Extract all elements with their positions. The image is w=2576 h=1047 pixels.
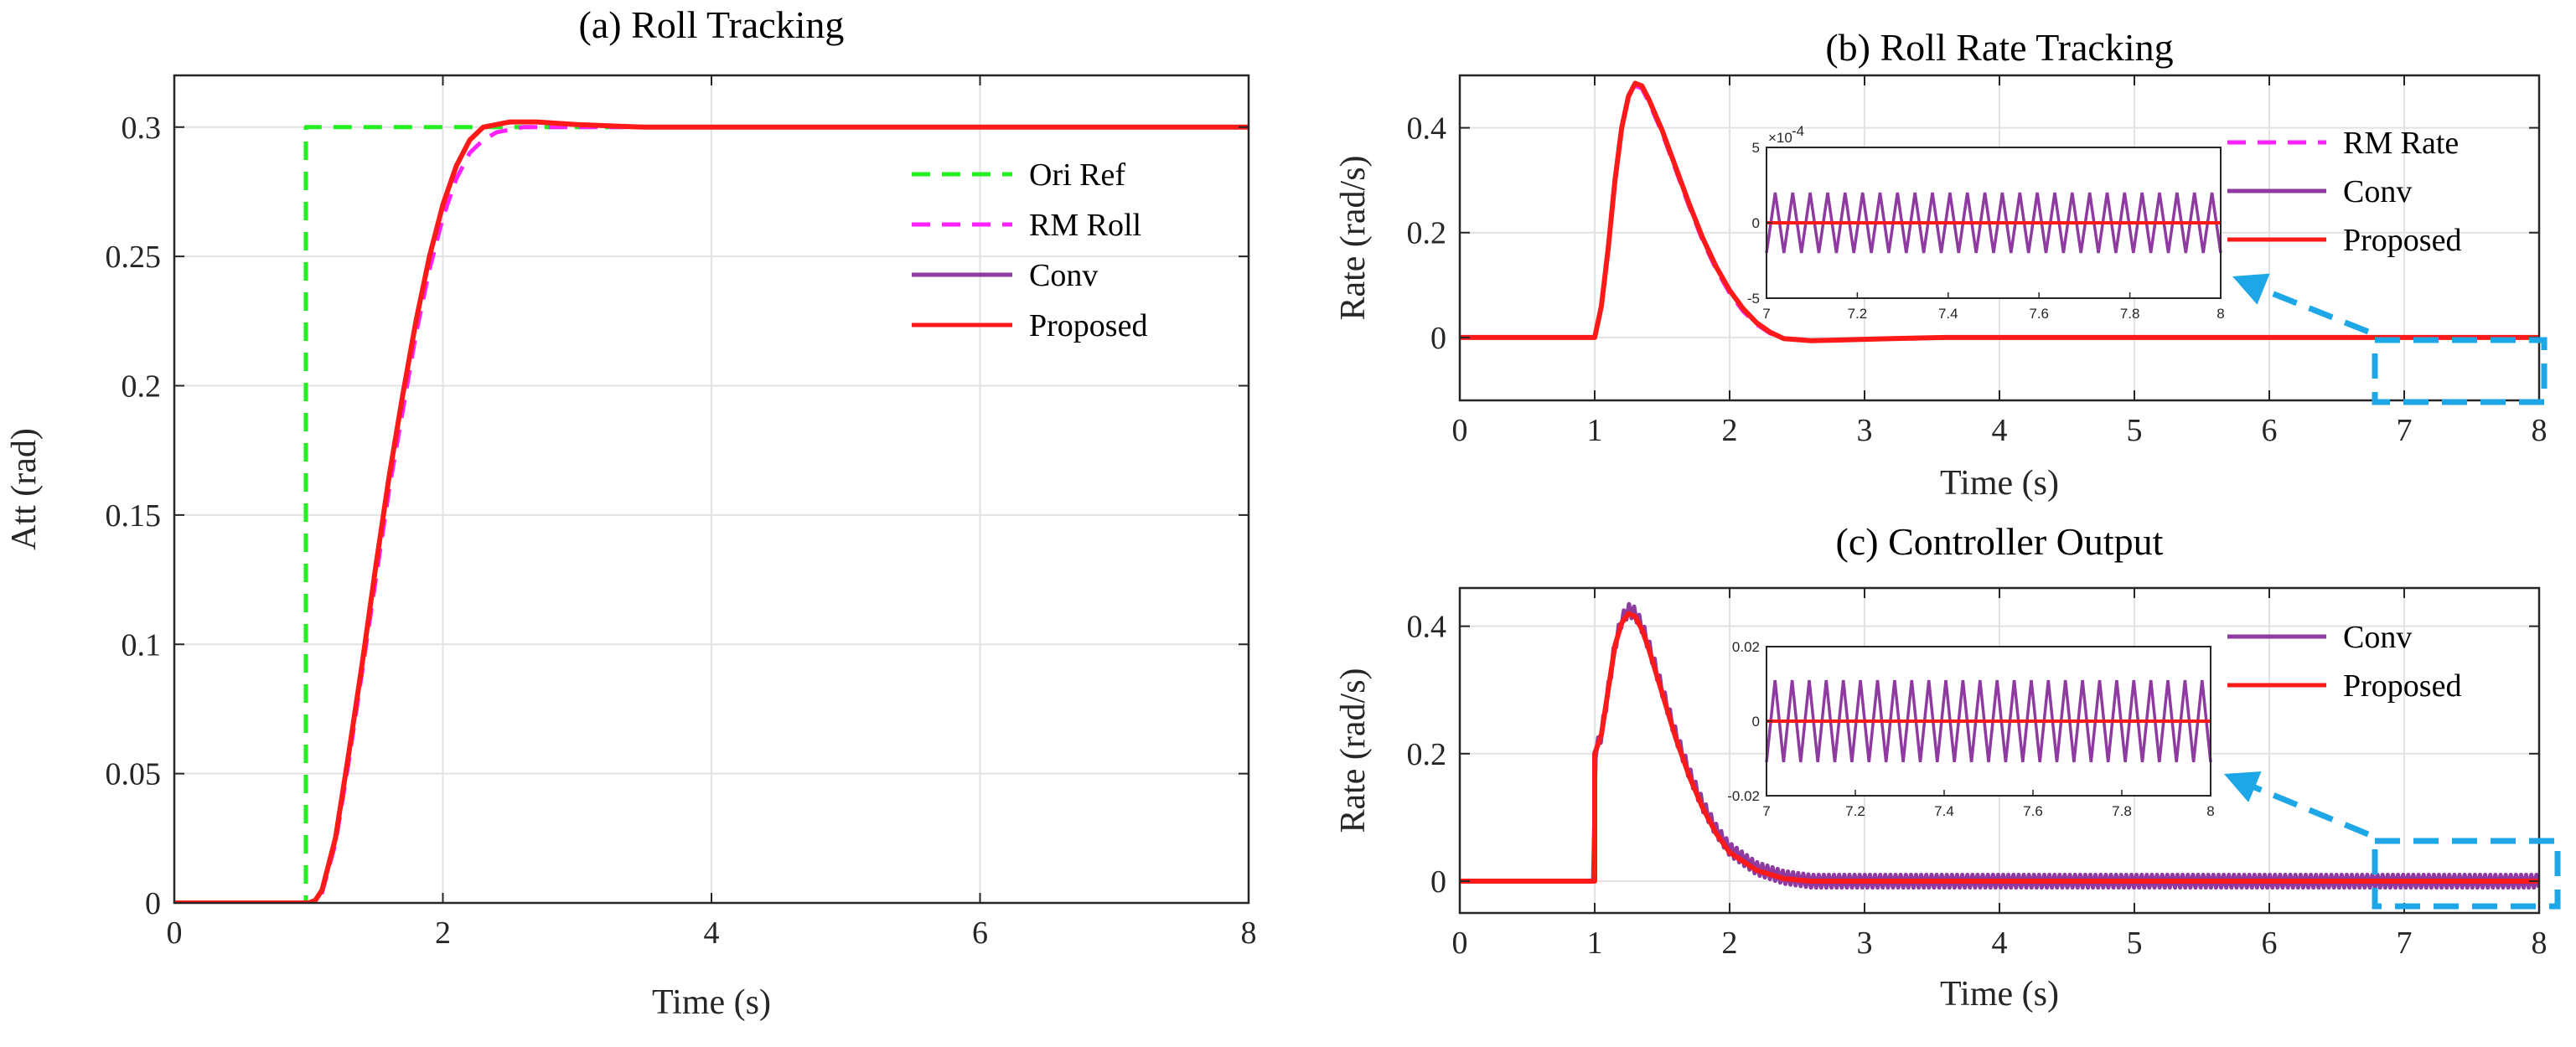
x-tick-label: 2 [1722, 926, 1738, 961]
x-axis-label: Time (s) [652, 983, 771, 1022]
inset-x-tick-label: 7 [1762, 803, 1770, 819]
x-tick-label: 7 [2397, 926, 2413, 961]
panel-a-roll-tracking: 0 2 4 6 8 0 0.05 0.1 0.15 0.2 0.25 0.3 (a) Roll Trac… [5, 3, 1257, 1022]
inset-exponent-power: -4 [1792, 123, 1804, 139]
y-tick-label: 0.15 [106, 498, 162, 534]
panel-b-roll-rate-tracking: 0 1 2 3 4 5 6 7 8 0 0.2 0.4 (b) Roll Rate Tracking Ti… [1334, 26, 2548, 503]
x-tick-label: 4 [1992, 413, 2008, 448]
y-tick-label: 0.4 [1407, 610, 1447, 645]
y-tick-label: 0.2 [1407, 216, 1447, 251]
x-tick-label: 3 [1857, 413, 1873, 448]
inset-x-tick-label: 7.8 [2112, 803, 2132, 819]
y-tick-label: 0 [1430, 321, 1446, 356]
inset-x-tick-label: 7.2 [1845, 803, 1865, 819]
inset-x-tick-label: 7.2 [1848, 306, 1868, 322]
zoom-window-box [2372, 337, 2548, 405]
series-group [174, 119, 1249, 903]
inset-y-tick-label: 5 [1752, 140, 1760, 156]
series-line-ori_ref [174, 125, 1249, 903]
y-tick-label: 0.05 [106, 757, 162, 792]
x-tick-label: 6 [2262, 413, 2278, 448]
inset-y-tick-label: 0.02 [1732, 639, 1760, 655]
x-tick-label: 4 [1992, 926, 2008, 961]
x-tick-label: 2 [1722, 413, 1738, 448]
y-axis-label: Rate (rad/s) [1334, 668, 1373, 833]
inset-x-tick-label: 8 [2216, 306, 2224, 322]
zoom-window-box [2372, 838, 2561, 910]
x-tick-label: 0 [167, 915, 183, 951]
y-tick-label: 0.1 [122, 627, 162, 663]
y-tick-label: 0 [145, 886, 161, 921]
x-tick-label: 1 [1587, 413, 1603, 448]
legend-label-proposed: Proposed [2343, 223, 2461, 258]
legend-label-conv: Conv [1029, 258, 1098, 293]
x-tick-label: 8 [2532, 413, 2548, 448]
inset-x-tick-label: 8 [2206, 803, 2214, 819]
inset-x-tick-label: 7.6 [2029, 306, 2049, 322]
x-axis-label: Time (s) [1940, 975, 2059, 1013]
y-tick-label: 0.2 [122, 369, 162, 405]
legend-label-conv: Conv [2343, 174, 2412, 209]
x-tick-label: 8 [2532, 926, 2548, 961]
y-tick-label: 0 [1430, 864, 1446, 900]
y-tick-label: 0.4 [1407, 111, 1447, 147]
legend-label-proposed: Proposed [2343, 668, 2461, 704]
x-tick-label: 6 [972, 915, 988, 951]
y-axis-label: Rate (rad/s) [1334, 155, 1373, 320]
zoom-callout-arrow-shaft [2249, 281, 2370, 335]
inset-y-tick-label: -0.02 [1727, 788, 1760, 804]
x-tick-label: 4 [704, 915, 720, 951]
series-group [1460, 80, 2539, 343]
inset-x-tick-label: 7.6 [2023, 803, 2043, 819]
series-group [1460, 601, 2539, 890]
x-tick-label: 1 [1587, 926, 1603, 961]
x-tick-label: 3 [1857, 926, 1873, 961]
y-tick-label: 0.2 [1407, 737, 1447, 772]
zoom-callout-arrow-shaft [2241, 779, 2370, 838]
y-tick-label: 0.3 [122, 111, 162, 146]
legend-label-ori_ref: Ori Ref [1029, 157, 1125, 193]
y-axis-label: Att (rad) [5, 428, 44, 550]
panel-c-controller-output: 0 1 2 3 4 5 6 7 8 0 0.2 0.4 (c) Controller Output Tim… [1334, 520, 2561, 1013]
x-tick-label: 0 [1452, 413, 1468, 448]
x-tick-label: 0 [1452, 926, 1468, 961]
series-line-proposed [1460, 80, 2539, 343]
zoom-callout-arrow-head [2224, 771, 2262, 802]
x-tick-label: 6 [2262, 926, 2278, 961]
inset-y-tick-label: 0 [1752, 714, 1760, 730]
inset-exponent-base: ×10 [1768, 130, 1792, 146]
inset-series-conv [1765, 192, 2222, 254]
series-line-proposed [1460, 611, 2539, 884]
x-axis-label: Time (s) [1940, 464, 2059, 503]
legend-label-rm: RM Roll [1029, 208, 1141, 243]
x-tick-label: 5 [2127, 413, 2143, 448]
x-tick-label: 7 [2397, 413, 2413, 448]
chart-title: (a) Roll Tracking [579, 3, 845, 46]
legend-label-conv: Conv [2343, 620, 2412, 655]
inset-x-tick-label: 7.4 [1934, 803, 1954, 819]
inset-y-tick-label: 0 [1752, 215, 1760, 231]
legend-label-rm: RM Rate [2343, 126, 2459, 161]
x-tick-label: 2 [435, 915, 451, 951]
zoom-callout-arrow-head [2232, 273, 2270, 305]
inset-x-tick-label: 7 [1762, 306, 1770, 322]
inset-y-tick-label: -5 [1747, 291, 1760, 307]
inset-x-tick-label: 7.8 [2120, 306, 2140, 322]
x-tick-label: 5 [2127, 926, 2143, 961]
y-tick-label: 0.25 [106, 240, 162, 275]
inset-x-tick-label: 7.4 [1938, 306, 1958, 322]
chart-title: (c) Controller Output [1836, 520, 2164, 563]
chart-title: (b) Roll Rate Tracking [1825, 26, 2173, 69]
inset-series-conv [1765, 679, 2212, 763]
series-line-proposed [174, 119, 1249, 903]
x-tick-label: 8 [1241, 915, 1257, 951]
legend-label-proposed: Proposed [1029, 308, 1147, 343]
